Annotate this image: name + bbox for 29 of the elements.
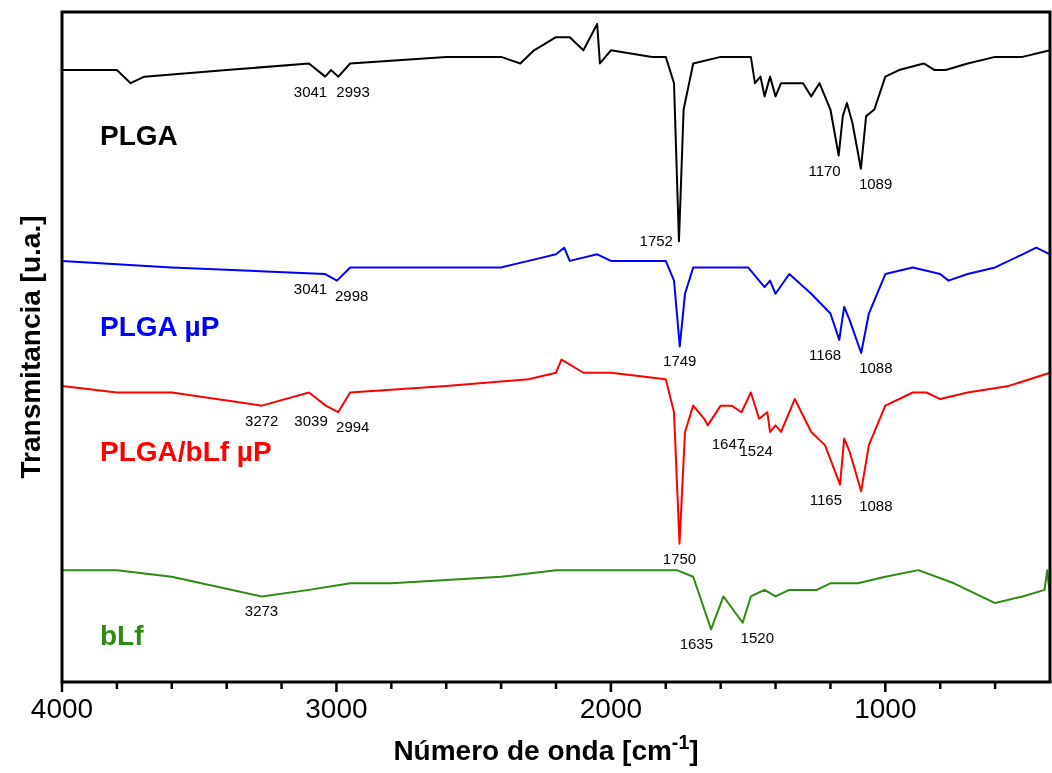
annotation: 2993 (336, 82, 370, 100)
annotation: 3272 (245, 411, 279, 429)
annotation: 1749 (663, 352, 697, 370)
series-label: PLGA (100, 120, 178, 152)
annotation: 1168 (808, 345, 842, 363)
series-label: bLf (100, 620, 145, 652)
x-tick-label: 2000 (579, 693, 643, 724)
x-axis-title: Número de onda [cm$^{-1}$] (393, 731, 699, 766)
annotation: 2998 (334, 286, 369, 304)
annotation: 1088 (859, 497, 893, 515)
annotation: 1635 (679, 635, 714, 653)
annotation: 1165 (809, 490, 843, 508)
annotation: 1088 (859, 359, 893, 376)
y-axis-title: Transmitancia [u.a.] (15, 215, 46, 479)
annotation: 3041 (293, 82, 328, 100)
annotation: 2994 (336, 418, 370, 436)
x-tick-label: 3000 (305, 693, 368, 724)
annotation: 3039 (294, 411, 328, 429)
series-label: PLGA/bLf µP (100, 435, 272, 467)
annotation: 1750 (662, 549, 697, 567)
x-tick-label: 4000 (30, 693, 94, 724)
annotation: 1089 (858, 174, 893, 192)
annotation: 1170 (808, 161, 841, 179)
series-label: PLGA µP (100, 310, 220, 342)
annotation: 1520 (740, 628, 774, 646)
annotation: 3041 (293, 280, 328, 298)
x-tick-label: 1000 (854, 693, 917, 724)
annotation: 3273 (244, 602, 279, 620)
annotation: 1752 (639, 232, 673, 250)
